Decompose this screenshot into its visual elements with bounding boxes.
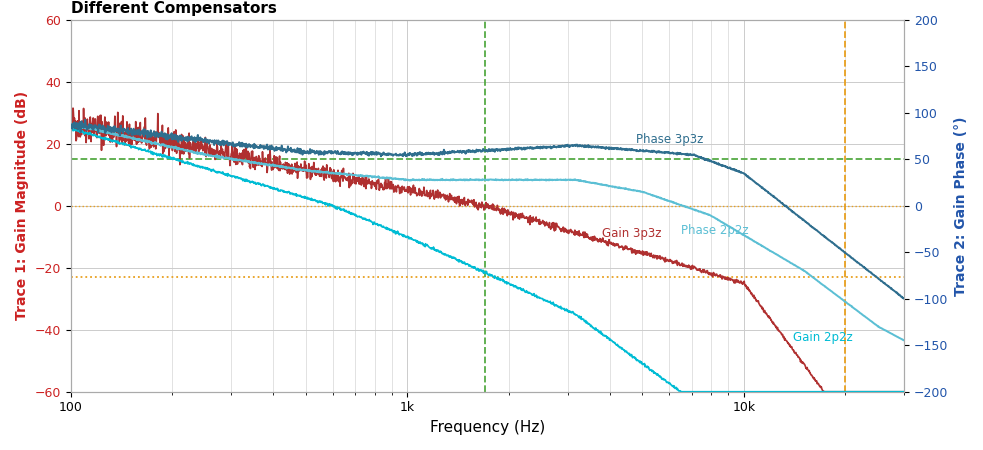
Text: Phase 3p3z: Phase 3p3z (636, 133, 704, 146)
Y-axis label: Trace 1: Gain Magnitude (dB): Trace 1: Gain Magnitude (dB) (15, 91, 29, 320)
Text: Phase 2p2z: Phase 2p2z (681, 224, 748, 237)
Text: Gain 2p2z: Gain 2p2z (793, 331, 852, 344)
Text: Different Compensators: Different Compensators (71, 0, 276, 15)
Text: Gain 3p3z: Gain 3p3z (603, 227, 662, 240)
X-axis label: Frequency (Hz): Frequency (Hz) (430, 420, 546, 435)
Y-axis label: Trace 2: Gain Phase (°): Trace 2: Gain Phase (°) (954, 116, 968, 296)
